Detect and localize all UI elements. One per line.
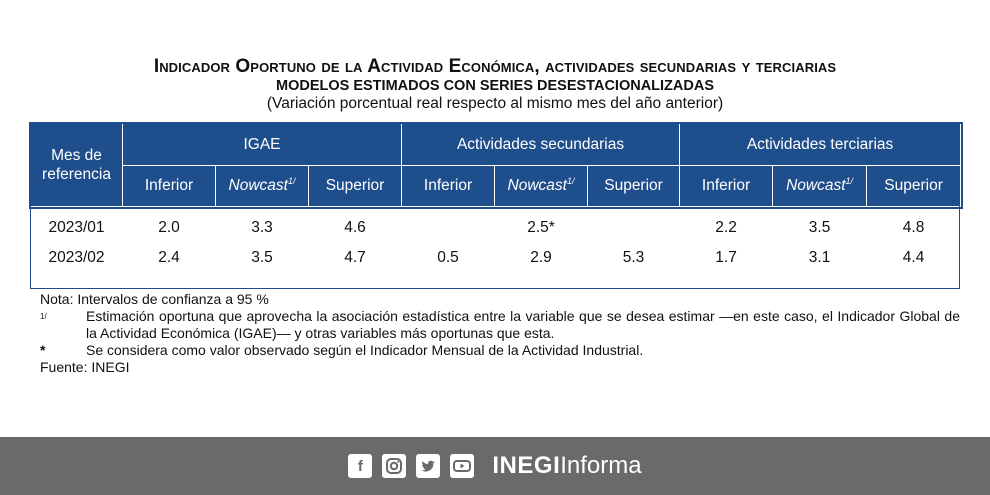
inegi-informa-logo[interactable]: INEGIInforma (492, 452, 642, 479)
header-mes-referencia: Mes de referencia (30, 123, 123, 207)
cell-value: 3.1 (808, 249, 831, 266)
social-icons: f (348, 454, 475, 478)
note-2: * Se considera como valor observado segú… (40, 342, 960, 359)
header-group-secundarias: Actividades secundarias (401, 123, 681, 166)
cell-month: 2023/01 (48, 219, 105, 236)
note-source: Fuente: INEGI (40, 359, 130, 375)
cell-value: 4.7 (344, 249, 366, 266)
subheader-inferior: Inferior (122, 165, 216, 207)
youtube-icon[interactable] (450, 454, 475, 478)
header-group-terciarias: Actividades terciarias (679, 123, 962, 166)
note-confidence: Nota: Intervalos de confianza a 95 % (40, 291, 269, 307)
spacer-row (31, 273, 961, 279)
note-2-mark: * (40, 342, 46, 358)
cell-value: 2.4 (158, 249, 180, 266)
table-row: 2023/01 2.0 3.3 4.6 2.5* 2.2 3.5 4.8 (31, 213, 961, 243)
cell-value: 4.4 (902, 249, 925, 266)
report-subtitle: MODELOS ESTIMADOS CON SERIES DESESTACION… (276, 78, 714, 94)
cell-value: 1.7 (715, 249, 737, 266)
cell-value (402, 213, 495, 243)
subheader-superior: Superior (587, 165, 681, 207)
cell-value: 2.5* (527, 219, 555, 236)
note-1-mark: 1/ (40, 312, 47, 321)
report-title: Indicador Oportuno de la Actividad Econó… (153, 56, 837, 77)
cell-value: 3.5 (808, 219, 831, 236)
note-1: 1/ Estimación oportuna que aprovecha la … (40, 308, 960, 342)
subheader-inferior: Inferior (679, 165, 774, 207)
subheader-superior: Superior (307, 165, 403, 207)
notes-section: Nota: Intervalos de confianza a 95 % 1/ … (40, 291, 960, 376)
note-2-text: Se considera como valor observado según … (86, 342, 644, 358)
indicator-table: Mes de referencia IGAE Actividades secun… (28, 121, 963, 279)
report-units: (Variación porcentual real respecto al m… (266, 95, 724, 112)
subheader-inferior: Inferior (401, 165, 496, 207)
facebook-icon[interactable]: f (348, 454, 373, 478)
header-group-igae: IGAE (121, 123, 403, 166)
cell-value: 5.3 (622, 249, 645, 266)
cell-value: 0.5 (437, 249, 459, 266)
cell-value: 4.6 (344, 219, 366, 236)
cell-value: 4.8 (902, 219, 925, 236)
subheader-nowcast: Nowcast1/ (494, 165, 589, 207)
instagram-icon[interactable] (382, 454, 407, 478)
cell-value: 2.9 (530, 249, 552, 266)
subheader-superior: Superior (866, 165, 962, 207)
footer-bar: f INEGIInforma (0, 437, 990, 495)
table-row: 2023/02 2.4 3.5 4.7 0.5 2.9 5.3 1.7 3.1 4.4 (31, 243, 961, 273)
cell-value: 3.5 (251, 249, 273, 266)
twitter-icon[interactable] (416, 454, 441, 478)
cell-value: 3.3 (251, 219, 273, 236)
cell-value: 2.0 (158, 219, 180, 236)
cell-value: 2.2 (715, 219, 737, 236)
cell-value (588, 213, 680, 243)
note-1-text: Estimación oportuna que aprovecha la aso… (86, 308, 960, 341)
subheader-nowcast: Nowcast1/ (772, 165, 868, 207)
subheader-nowcast: Nowcast1/ (215, 165, 309, 207)
cell-month: 2023/02 (48, 249, 105, 266)
report-titles: Indicador Oportuno de la Actividad Econó… (0, 56, 990, 113)
